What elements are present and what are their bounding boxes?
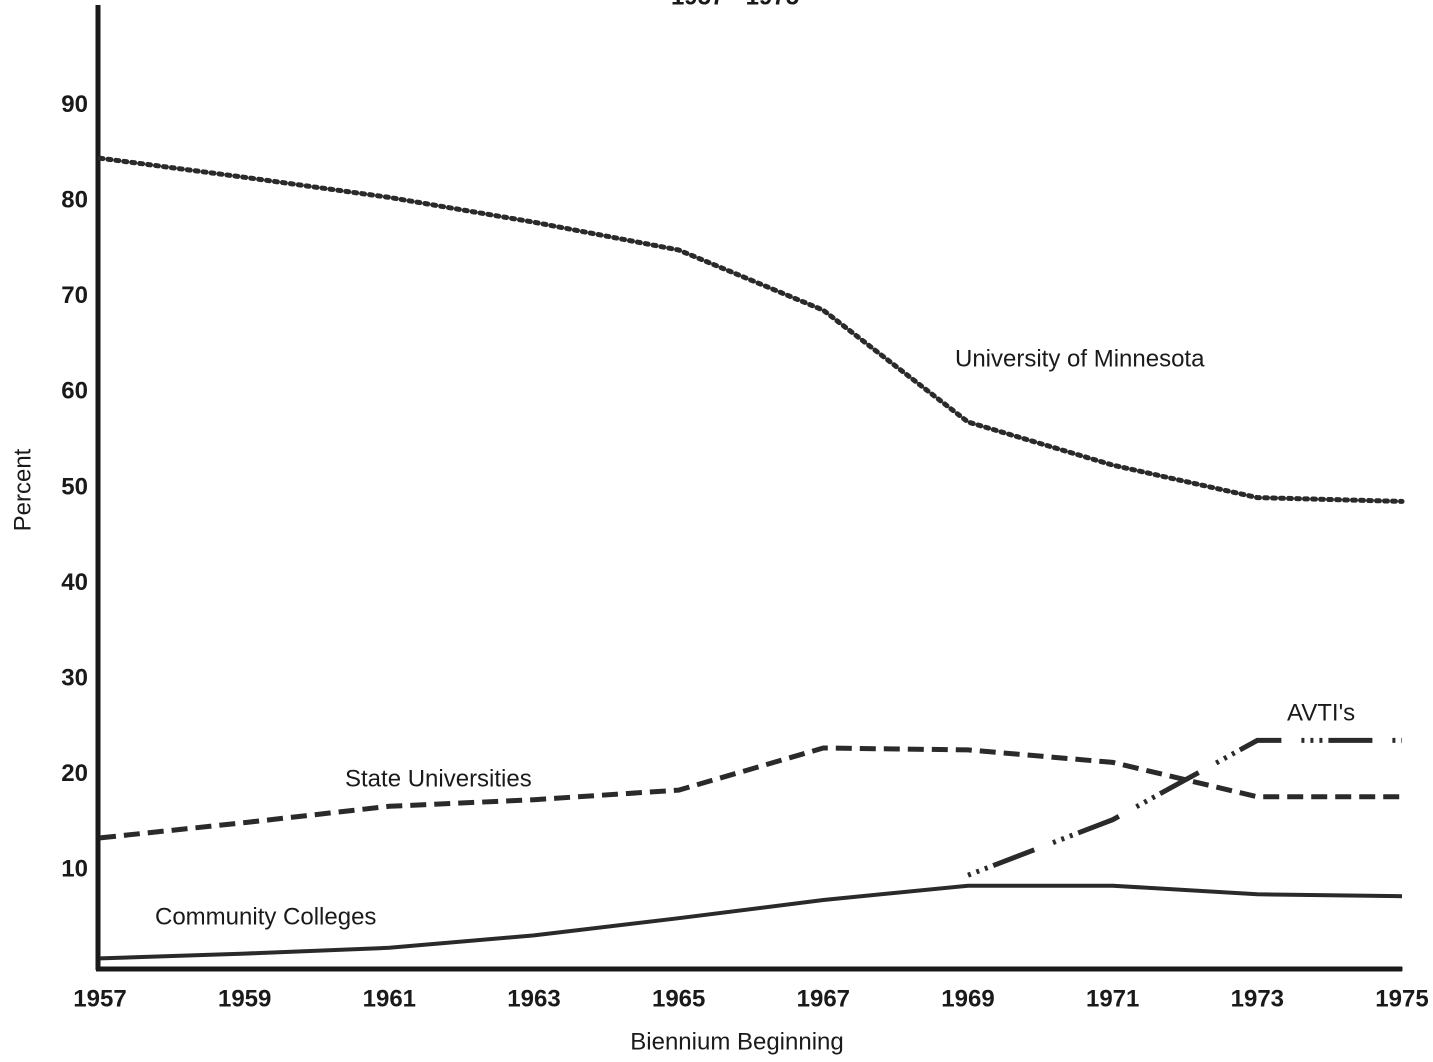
x-tick-label: 1965 bbox=[652, 985, 705, 1012]
x-tick-label: 1957 bbox=[73, 985, 126, 1012]
y-tick-label: 40 bbox=[61, 569, 88, 596]
y-tick-label: 60 bbox=[61, 378, 88, 405]
y-tick-label: 50 bbox=[61, 473, 88, 500]
x-tick-label: 1969 bbox=[941, 985, 994, 1012]
series-line bbox=[967, 737, 1402, 878]
x-tick-label: 1963 bbox=[507, 985, 560, 1012]
chart-title: 1957 - 1975 bbox=[671, 0, 799, 10]
y-tick-label: 10 bbox=[61, 856, 88, 883]
x-tick-label: 1971 bbox=[1086, 985, 1139, 1012]
series-label: Community Colleges bbox=[155, 903, 376, 930]
x-tick-label: 1959 bbox=[218, 985, 271, 1012]
series-label: AVTI's bbox=[1287, 699, 1355, 726]
y-tick-label: 30 bbox=[61, 665, 88, 692]
x-tick-label: 1973 bbox=[1231, 985, 1284, 1012]
series-line bbox=[97, 155, 1405, 504]
y-tick-label: 20 bbox=[61, 760, 88, 787]
y-axis-label: Percent bbox=[9, 448, 36, 531]
y-tick-label: 70 bbox=[61, 282, 88, 309]
x-axis-label: Biennium Beginning bbox=[630, 1028, 843, 1055]
y-tick-label: 80 bbox=[61, 187, 88, 214]
series-label: State Universities bbox=[345, 765, 532, 792]
series-line bbox=[99, 745, 1402, 841]
series-line bbox=[99, 883, 1403, 961]
x-tick-label: 1967 bbox=[797, 985, 850, 1012]
x-tick-label: 1961 bbox=[363, 985, 416, 1012]
series-label: University of Minnesota bbox=[955, 345, 1205, 372]
y-tick-label: 90 bbox=[61, 91, 88, 118]
x-tick-label: 1975 bbox=[1375, 985, 1428, 1012]
